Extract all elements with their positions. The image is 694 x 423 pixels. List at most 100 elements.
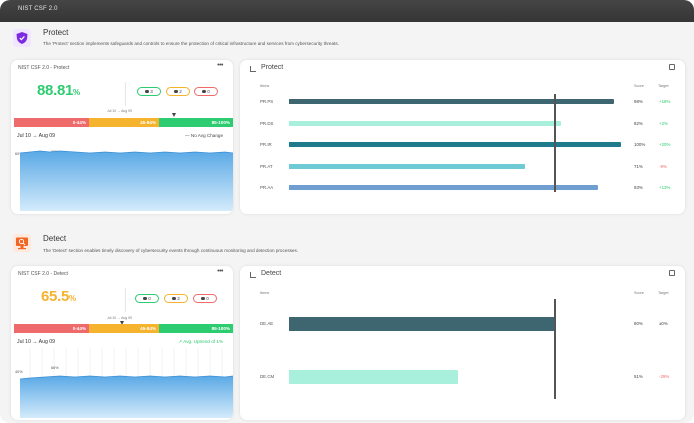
range-segment-low: 0-44%	[14, 324, 89, 333]
status-pill-orange[interactable]: 2	[164, 294, 188, 303]
mini-range-label: Jul 10 → Aug 09	[107, 316, 132, 320]
score-unit: %	[69, 294, 76, 303]
score-bar[interactable]	[289, 163, 525, 169]
status-pill-green[interactable]: 3	[137, 87, 161, 96]
score-bar[interactable]	[289, 120, 562, 126]
row-label: PR.IR	[260, 142, 272, 147]
pill-count: 2	[179, 89, 182, 94]
row-score: 82%	[634, 120, 643, 126]
divider	[125, 82, 126, 106]
chart-icon	[250, 272, 256, 278]
status-icon	[201, 296, 205, 301]
protect-sparkline	[20, 150, 233, 211]
window-titlebar: NIST CSF 2.0	[0, 0, 694, 22]
row-label: PR.AT	[260, 163, 273, 169]
export-icon[interactable]	[669, 64, 675, 70]
row-score: 98%	[634, 99, 643, 104]
trend-label: ↗ Avg. Uptrend of 1%	[178, 339, 223, 344]
row-label: PR.DS	[260, 120, 274, 126]
protect-bars-card: Protect Items Score Target PR.PS 98% +18% P…	[240, 60, 685, 214]
status-pill-red[interactable]: 0	[193, 294, 217, 303]
row-label: PR.PS	[260, 99, 274, 104]
pill-count: 0	[148, 296, 151, 301]
mini-range-label: Jul 10 → Aug 09	[107, 109, 132, 113]
pill-count: 0	[207, 89, 210, 94]
range-segment-mid: 45-84%	[89, 324, 159, 333]
range-segment-mid: 45-84%	[89, 118, 159, 127]
row-score: 100%	[634, 142, 646, 147]
row-label: DE.CM	[260, 374, 275, 379]
score-unit: %	[73, 88, 80, 97]
status-icon	[202, 89, 206, 94]
spark-label-peak: 66%	[51, 366, 59, 370]
status-icon	[174, 89, 178, 94]
row-target: -9%	[659, 163, 667, 169]
range-segment-high: 85-100%	[159, 118, 233, 127]
score-marker-icon	[172, 113, 176, 117]
more-menu-icon[interactable]: •••	[217, 268, 223, 275]
score-bar[interactable]	[289, 370, 459, 384]
card-header: NIST CSF 2.0 - Detect	[18, 271, 68, 277]
row-label: DE.AE	[260, 321, 274, 326]
column-header-items: Items	[260, 84, 270, 88]
status-icon	[172, 296, 176, 301]
status-icon	[143, 296, 147, 301]
score-bar[interactable]	[289, 185, 598, 190]
status-pill-red[interactable]: 0	[194, 87, 218, 96]
column-header-items: Items	[260, 291, 270, 295]
section-title-protect: Protect	[43, 28, 69, 37]
divider	[125, 288, 126, 312]
score-range-bar: 0-44% 45-84% 85-100%	[14, 324, 233, 333]
score-value: 65.5%	[41, 288, 76, 305]
detect-sparkline	[20, 348, 233, 418]
target-line	[554, 299, 556, 399]
row-label: PR.AA	[260, 185, 274, 190]
date-range: Jul 10 → Aug 09	[17, 133, 56, 139]
spark-label-start: 40%	[15, 370, 23, 374]
trend-label: — No Avg Change	[185, 133, 223, 138]
range-segment-high: 85-100%	[159, 324, 233, 333]
row-score: 93%	[634, 185, 643, 190]
section-description-detect: The 'Detect' section enables timely disc…	[43, 248, 299, 253]
chart-icon	[250, 66, 256, 72]
column-header-score: Score	[634, 84, 644, 88]
window-title: NIST CSF 2.0	[18, 6, 58, 12]
monitor-search-icon	[13, 234, 31, 252]
row-score: 80%	[634, 321, 643, 326]
score-range-bar: 0-44% 45-84% 85-100%	[14, 118, 233, 127]
date-range: Jul 10 → Aug 09	[17, 339, 56, 345]
card-header: NIST CSF 2.0 - Protect	[18, 65, 70, 71]
card-title: Detect	[261, 270, 282, 277]
row-target: +20%	[659, 142, 671, 147]
spark-label-start: 60%	[15, 152, 23, 156]
score-bar[interactable]	[289, 317, 555, 331]
status-pill-green[interactable]: 0	[135, 294, 159, 303]
row-target: -29%	[659, 374, 670, 379]
range-segment-low: 0-44%	[14, 118, 89, 127]
detect-score-card: NIST CSF 2.0 - Detect ••• 65.5% 0 2 0 Ju…	[11, 266, 233, 420]
pill-count: 0	[206, 296, 209, 301]
section-description-protect: The 'Protect' section implements safegua…	[43, 41, 339, 46]
column-header-target: Target	[658, 291, 669, 295]
more-menu-icon[interactable]: •••	[217, 62, 223, 69]
pill-count: 2	[177, 296, 180, 301]
row-target: +2%	[659, 120, 668, 126]
shield-icon	[13, 29, 31, 47]
export-icon[interactable]	[669, 270, 675, 276]
score-number: 88.81	[37, 82, 74, 99]
section-title-detect: Detect	[43, 234, 67, 243]
column-header-target: Target	[658, 84, 669, 88]
row-score: 51%	[634, 374, 643, 379]
row-target: +13%	[659, 185, 671, 190]
card-title: Protect	[261, 64, 284, 71]
row-target: ±0%	[659, 321, 668, 326]
status-pill-orange[interactable]: 2	[166, 87, 190, 96]
row-target: +18%	[659, 99, 671, 104]
pill-count: 3	[150, 89, 153, 94]
score-value: 88.81%	[37, 82, 80, 99]
score-marker-icon	[120, 321, 124, 325]
score-number: 65.5	[41, 288, 69, 305]
score-bar[interactable]	[289, 142, 621, 147]
score-bar[interactable]	[289, 99, 615, 104]
